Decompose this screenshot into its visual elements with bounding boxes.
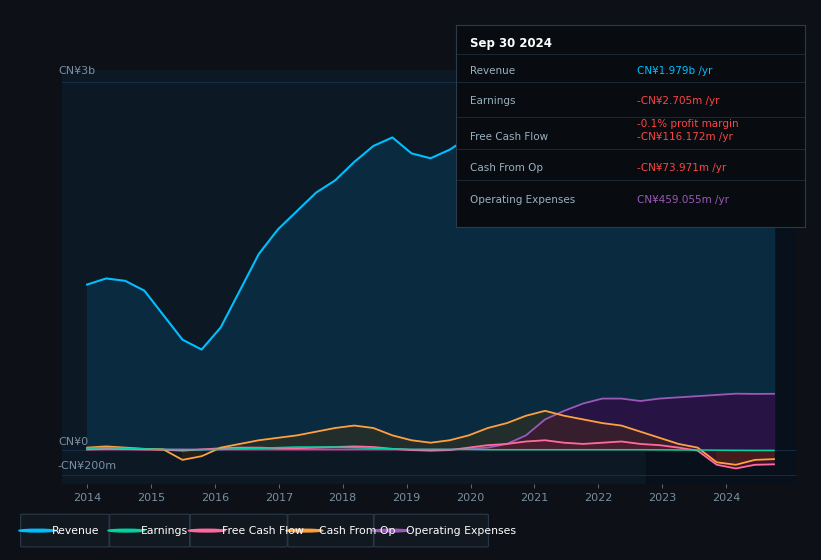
Bar — [646, 70, 796, 484]
FancyBboxPatch shape — [110, 514, 190, 547]
Text: CN¥0: CN¥0 — [58, 437, 88, 447]
Text: Cash From Op: Cash From Op — [319, 526, 396, 535]
Text: Cash From Op: Cash From Op — [470, 164, 543, 173]
Text: CN¥3b: CN¥3b — [58, 66, 95, 76]
Text: Earnings: Earnings — [470, 96, 515, 106]
Circle shape — [287, 529, 323, 532]
Text: Free Cash Flow: Free Cash Flow — [470, 132, 548, 142]
Text: -CN¥73.971m /yr: -CN¥73.971m /yr — [637, 164, 727, 173]
Circle shape — [188, 529, 225, 532]
Text: Operating Expenses: Operating Expenses — [406, 526, 516, 535]
Circle shape — [108, 529, 144, 532]
Text: CN¥459.055m /yr: CN¥459.055m /yr — [637, 194, 729, 204]
Text: -CN¥2.705m /yr: -CN¥2.705m /yr — [637, 96, 719, 106]
Text: Earnings: Earnings — [141, 526, 188, 535]
Text: Operating Expenses: Operating Expenses — [470, 194, 575, 204]
Text: Free Cash Flow: Free Cash Flow — [222, 526, 304, 535]
Text: Revenue: Revenue — [53, 526, 99, 535]
Text: -CN¥116.172m /yr: -CN¥116.172m /yr — [637, 132, 733, 142]
FancyBboxPatch shape — [190, 514, 287, 547]
Text: CN¥1.979b /yr: CN¥1.979b /yr — [637, 66, 713, 76]
Text: -CN¥200m: -CN¥200m — [58, 461, 117, 472]
Text: Sep 30 2024: Sep 30 2024 — [470, 38, 552, 50]
Circle shape — [373, 529, 409, 532]
Circle shape — [19, 529, 56, 532]
FancyBboxPatch shape — [374, 514, 488, 547]
Text: -0.1% profit margin: -0.1% profit margin — [637, 119, 739, 129]
Text: Revenue: Revenue — [470, 66, 515, 76]
FancyBboxPatch shape — [288, 514, 374, 547]
FancyBboxPatch shape — [21, 514, 109, 547]
